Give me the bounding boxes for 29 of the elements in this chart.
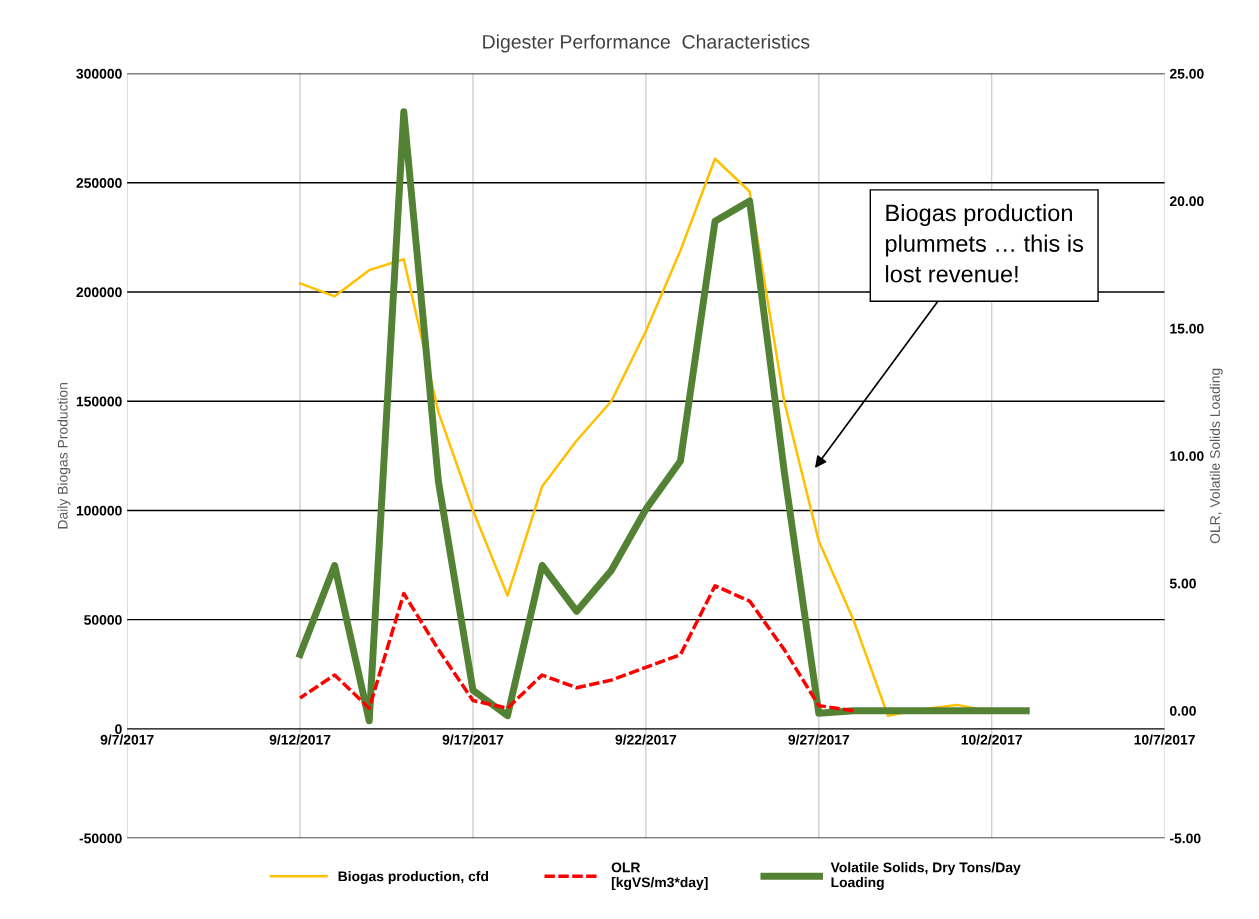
- y2-tick-label: 5.00: [1169, 578, 1196, 589]
- y2-tick-label: 0.00: [1169, 706, 1196, 716]
- x-tick-label: 9/17/2017: [442, 734, 504, 745]
- y2-tick-label: 15.00: [1170, 323, 1204, 334]
- x-tick-label: 9/7/2017: [100, 734, 154, 745]
- legend-label: OLR [kgVS/m3*day]: [611, 862, 708, 891]
- y-tick-label: 0: [115, 724, 122, 735]
- y-tick-label: 250000: [76, 178, 122, 188]
- y2-tick-label: 25.00: [1169, 68, 1204, 79]
- y2-tick-label: 10.00: [1170, 451, 1204, 461]
- x-tick-label: 9/12/2017: [269, 734, 331, 745]
- y-tick-label: 150000: [76, 396, 122, 407]
- y-tick-label: 300000: [76, 68, 122, 79]
- y-axis-title: Daily Biogas Production: [57, 383, 71, 529]
- y-tick-label: 50000: [84, 615, 122, 625]
- legend-label: Volatile Solids, Dry Tons/Day Loading: [830, 862, 1021, 891]
- annotation: Biogas production plummets … this is lost revenue!: [886, 203, 1084, 283]
- y2-tick-label: -5.00: [1169, 833, 1201, 844]
- legend-label: Biogas production, cfd: [338, 871, 488, 885]
- x-tick-label: 9/22/2017: [615, 734, 677, 745]
- chart-title: Digester Performance Characteristics: [483, 34, 810, 53]
- x-tick-label: 10/7/2017: [1134, 734, 1195, 745]
- y-tick-label: 100000: [76, 505, 122, 516]
- y-tick-label: 200000: [76, 287, 122, 298]
- x-tick-label: 10/2/2017: [961, 734, 1022, 745]
- x-tick-label: 9/27/2017: [788, 734, 850, 745]
- y-tick-label: -50000: [79, 833, 122, 844]
- y2-tick-label: 20.00: [1169, 196, 1204, 207]
- y2-axis-title: OLR, Volatile Solids Loading: [1209, 368, 1223, 544]
